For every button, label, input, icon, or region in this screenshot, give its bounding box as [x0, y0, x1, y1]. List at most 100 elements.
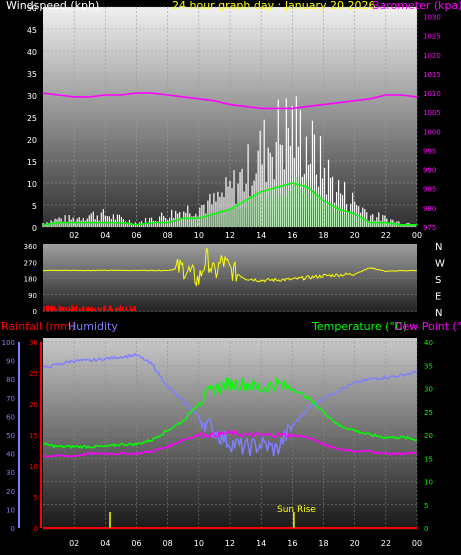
wind-x-tick-label: 22: [381, 231, 391, 240]
temperature-title: Temperature (°C): [311, 320, 407, 333]
temp-tick-label: 35: [424, 362, 433, 370]
wind-x-tick-label: 16: [287, 231, 297, 240]
wind-x-tick-label: 08: [163, 231, 173, 240]
wind-direction-line: [42, 247, 418, 287]
compass-label: N: [435, 308, 442, 319]
wind-y-tick-label: 30: [27, 92, 37, 101]
compass-label: E: [435, 292, 441, 303]
humidity-line: [42, 352, 418, 457]
barometer-tick-label: 1010: [423, 90, 441, 98]
dewpoint-line: [42, 429, 418, 458]
bottom-x-tick-label: 14: [256, 539, 266, 548]
humidity-tick-label: 0: [11, 525, 15, 533]
temp-tick-label: 25: [424, 409, 433, 417]
wind-y-tick-label: 35: [27, 70, 37, 79]
temp-tick-label: 40: [424, 339, 433, 347]
direction-y-tick-label: 0: [33, 308, 37, 316]
bottom-x-tick-label: 00: [412, 539, 422, 548]
wind-x-tick-label: 00: [412, 231, 422, 240]
sunrise-annotation: Sun Rise: [277, 505, 316, 515]
barometer-tick-label: 1005: [423, 109, 441, 117]
direction-y-tick-label: 270: [24, 259, 37, 267]
humidity-tick-label: 100: [2, 339, 15, 347]
wind-y-tick-label: 5: [32, 202, 37, 211]
bottom-x-tick-label: 20: [350, 539, 360, 548]
barometer-tick-label: 985: [423, 186, 436, 194]
temp-tick-label: 15: [424, 455, 433, 463]
wind-y-tick-label: 40: [27, 48, 37, 57]
wind-y-tick-label: 0: [32, 224, 37, 233]
wind-y-tick-label: 10: [27, 180, 37, 189]
humidity-title: Humidity: [68, 320, 118, 333]
compass-label: N: [435, 242, 442, 253]
rain-tick-label: 15: [29, 432, 38, 440]
temp-tick-label: 10: [424, 479, 433, 487]
wind-x-tick-label: 04: [100, 231, 110, 240]
bottom-x-tick-label: 08: [163, 539, 173, 548]
barometer-tick-label: 975: [423, 224, 436, 232]
barometer-tick-label: 1020: [423, 52, 441, 60]
compass-label: W: [435, 259, 445, 270]
barometer-tick-label: 1025: [423, 33, 441, 41]
barometer-tick-label: 1000: [423, 128, 441, 136]
humidity-tick-label: 60: [6, 413, 15, 421]
wind-y-tick-label: 20: [27, 136, 37, 145]
wind-x-tick-label: 14: [256, 231, 266, 240]
bottom-x-tick-label: 04: [100, 539, 110, 548]
barometer-title: Barometer (kpa): [372, 0, 461, 12]
direction-y-tick-label: 360: [24, 243, 37, 251]
rain-tick-label: 20: [29, 401, 38, 409]
wind-x-tick-label: 02: [69, 231, 79, 240]
temp-tick-label: 20: [424, 432, 433, 440]
rain-tick-label: 5: [34, 494, 38, 502]
barometer-tick-label: 990: [423, 167, 436, 175]
wind-y-tick-label: 25: [27, 114, 37, 123]
bottom-x-tick-label: 10: [194, 539, 204, 548]
wind-x-tick-label: 20: [350, 231, 360, 240]
temp-tick-label: 0: [424, 525, 428, 533]
bottom-x-tick-label: 12: [225, 539, 235, 548]
barometer-line: [42, 92, 418, 110]
bottom-x-tick-label: 18: [318, 539, 328, 548]
rainfall-title: Rainfall (mm): [1, 320, 75, 333]
humidity-tick-label: 70: [6, 395, 15, 403]
bottom-x-tick-label: 02: [69, 539, 79, 548]
humidity-tick-label: 40: [6, 451, 15, 459]
bottom-x-tick-label: 06: [131, 539, 141, 548]
direction-y-tick-label: 90: [28, 292, 37, 300]
wind-x-tick-label: 06: [131, 231, 141, 240]
barometer-tick-label: 1030: [423, 14, 441, 22]
bottom-x-tick-label: 16: [287, 539, 297, 548]
bottom-x-tick-label: 22: [381, 539, 391, 548]
rain-tick-label: 10: [29, 463, 38, 471]
temp-tick-label: 5: [424, 502, 428, 510]
windspeed-title: Windspeed (kph): [6, 0, 99, 12]
rain-tick-label: 30: [29, 339, 38, 347]
humidity-tick-label: 80: [6, 376, 15, 384]
wind-average-line: [42, 182, 417, 226]
wind-y-tick-label: 15: [27, 158, 37, 167]
humidity-tick-label: 90: [6, 358, 15, 366]
barometer-tick-label: 1015: [423, 71, 441, 79]
temperature-line: [42, 376, 418, 450]
wind-x-tick-label: 12: [225, 231, 235, 240]
graph-date-title: 24 hour graph day : January 20 2026: [172, 0, 376, 12]
humidity-tick-label: 50: [6, 432, 15, 440]
dewpoint-title: Dew Point (°C): [394, 320, 461, 333]
compass-label: S: [435, 275, 441, 286]
wind-x-tick-label: 10: [194, 231, 204, 240]
humidity-tick-label: 20: [6, 488, 15, 496]
direction-panel-background: [43, 244, 417, 312]
wind-x-tick-label: 18: [318, 231, 328, 240]
temp-tick-label: 30: [424, 386, 433, 394]
wind-y-tick-label: 45: [27, 26, 37, 35]
wind-y-tick-label: 50: [27, 4, 37, 13]
barometer-tick-label: 980: [423, 205, 436, 213]
rain-tick-label: 0: [34, 525, 38, 533]
direction-y-tick-label: 180: [24, 276, 37, 284]
humidity-tick-label: 10: [6, 506, 15, 514]
humidity-tick-label: 30: [6, 469, 15, 477]
barometer-tick-label: 995: [423, 147, 436, 155]
rain-tick-label: 25: [29, 370, 38, 378]
